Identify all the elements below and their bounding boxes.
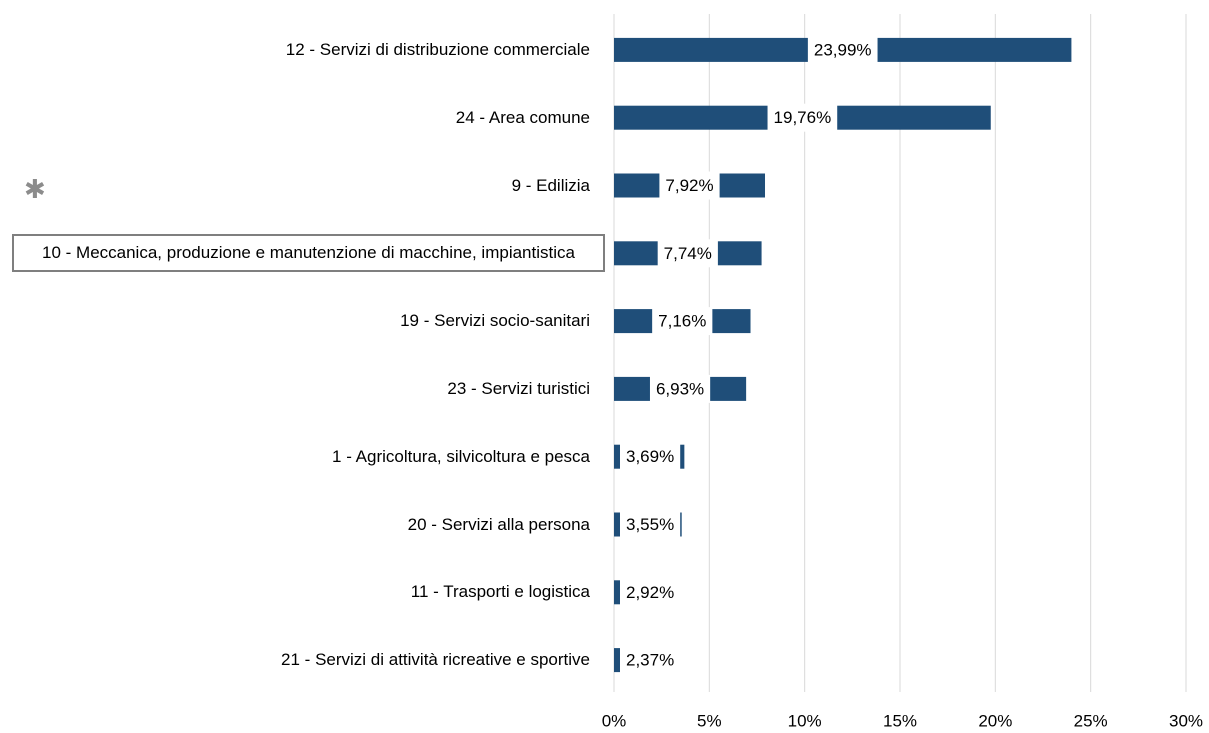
category-label: 21 - Servizi di attività ricreative e sp… bbox=[281, 650, 590, 670]
label-bg bbox=[767, 103, 838, 132]
category-label: 1 - Agricoltura, silvicoltura e pesca bbox=[332, 446, 590, 466]
x-tick-label: 10% bbox=[788, 711, 822, 730]
value-label: 19,76% bbox=[774, 108, 832, 127]
category-label: 12 - Servizi di distribuzione commercial… bbox=[285, 39, 590, 59]
value-label: 3,55% bbox=[626, 515, 674, 534]
value-label: 6,93% bbox=[656, 379, 704, 398]
category-label: 10 - Meccanica, produzione e manutenzion… bbox=[12, 234, 605, 273]
category-label: 23 - Servizi turistici bbox=[447, 378, 590, 398]
value-label: 2,37% bbox=[626, 651, 674, 670]
category-label: 19 - Servizi socio-sanitari bbox=[400, 311, 590, 331]
x-tick-label: 5% bbox=[697, 711, 722, 730]
value-label: 3,69% bbox=[626, 447, 674, 466]
value-label: 23,99% bbox=[814, 40, 872, 59]
value-label: 7,74% bbox=[664, 244, 712, 263]
category-label: 9 - Edilizia bbox=[511, 175, 590, 195]
label-bg bbox=[620, 510, 681, 539]
label-bg bbox=[652, 307, 713, 336]
x-tick-label: 25% bbox=[1074, 711, 1108, 730]
label-bg bbox=[620, 442, 681, 471]
label-bg bbox=[620, 646, 681, 675]
x-tick-label: 15% bbox=[883, 711, 917, 730]
label-bg bbox=[649, 374, 711, 403]
x-tick-label: 0% bbox=[602, 711, 627, 730]
category-label: 24 - Area comune bbox=[455, 107, 590, 127]
value-label: 2,92% bbox=[626, 583, 674, 602]
value-label: 7,16% bbox=[658, 312, 706, 331]
label-bg bbox=[807, 35, 878, 64]
highlight-marker: ✱ bbox=[24, 174, 46, 204]
category-label: 11 - Trasporti e logistica bbox=[410, 582, 590, 602]
category-label: 20 - Servizi alla persona bbox=[407, 514, 590, 534]
label-bg bbox=[657, 239, 718, 268]
x-tick-label: 30% bbox=[1169, 711, 1203, 730]
value-label: 7,92% bbox=[665, 176, 713, 195]
x-tick-label: 20% bbox=[978, 711, 1012, 730]
label-bg bbox=[620, 578, 681, 607]
label-bg bbox=[659, 171, 720, 200]
